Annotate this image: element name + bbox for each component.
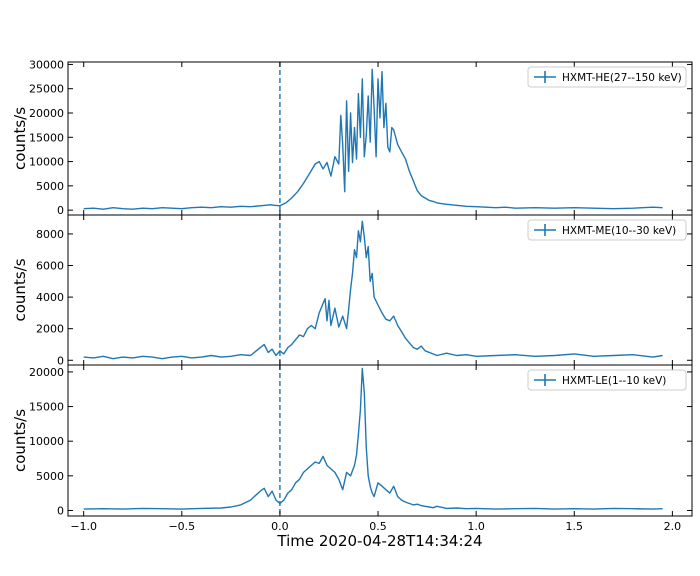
y-tick-label: 4000 bbox=[36, 291, 64, 304]
series-line-2 bbox=[83, 220, 663, 360]
y-tick-label: 5000 bbox=[36, 470, 64, 483]
panel-3: 0 5000 10000 15000 20000 −1.0 −0.5 0.0 0.5 1.0 1.5… bbox=[11, 364, 693, 533]
y-axis-label: counts/s bbox=[11, 409, 29, 472]
legend: HXMT-ME(10--30 keV) bbox=[527, 219, 687, 241]
legend-label: HXMT-ME(10--30 keV) bbox=[562, 225, 676, 237]
legend-box bbox=[527, 369, 687, 391]
x-tick-label: 0.5 bbox=[369, 520, 387, 533]
panel-frame-3 bbox=[67, 364, 693, 517]
y-tick-label: 5000 bbox=[36, 180, 64, 193]
x-tick-label: 2.0 bbox=[664, 520, 682, 533]
y-tick-label: 0 bbox=[57, 504, 64, 517]
y-tick-label: 6000 bbox=[36, 260, 64, 273]
y-tick-label: 10000 bbox=[29, 156, 64, 169]
series-line-3 bbox=[83, 367, 663, 510]
y-tick-label: 20000 bbox=[29, 107, 64, 120]
y-tick-label: 20000 bbox=[29, 366, 64, 379]
y-tick-label: 0 bbox=[57, 204, 64, 217]
y-tick-label: 8000 bbox=[36, 228, 64, 241]
x-tick-label: 1.5 bbox=[566, 520, 584, 533]
y-axis-label: counts/s bbox=[11, 107, 29, 170]
y-tick-label: 15000 bbox=[29, 401, 64, 414]
x-axis-label: Time 2020-04-28T14:34:24 bbox=[276, 532, 482, 550]
panel-1: 0 5000 10000 15000 20000 25000 30000 counts/s HX… bbox=[11, 58, 693, 217]
y-tick-label: 25000 bbox=[29, 83, 64, 96]
legend: HXMT-HE(27--150 keV) bbox=[527, 66, 687, 88]
legend-box bbox=[527, 66, 687, 88]
x-tick-label: 0.0 bbox=[271, 520, 289, 533]
y-tick-label: 0 bbox=[57, 354, 64, 367]
y-tick-label: 2000 bbox=[36, 323, 64, 336]
x-tick-label: −0.5 bbox=[168, 520, 195, 533]
x-tick-label: −1.0 bbox=[70, 520, 97, 533]
series-line-1 bbox=[83, 68, 663, 210]
y-axis-label: counts/s bbox=[11, 258, 29, 321]
legend-label: HXMT-HE(27--150 keV) bbox=[562, 72, 682, 84]
y-tick-label: 30000 bbox=[29, 58, 64, 71]
x-tick-label: 1.0 bbox=[467, 520, 485, 533]
legend-label: HXMT-LE(1--10 keV) bbox=[562, 375, 666, 387]
y-tick-label: 15000 bbox=[29, 131, 64, 144]
y-tick-label: 10000 bbox=[29, 435, 64, 448]
panel-2: 0 2000 4000 6000 8000 counts/s HXMT-ME(10--30 … bbox=[11, 214, 693, 367]
legend: HXMT-LE(1--10 keV) bbox=[527, 369, 687, 391]
legend-box bbox=[527, 219, 687, 241]
